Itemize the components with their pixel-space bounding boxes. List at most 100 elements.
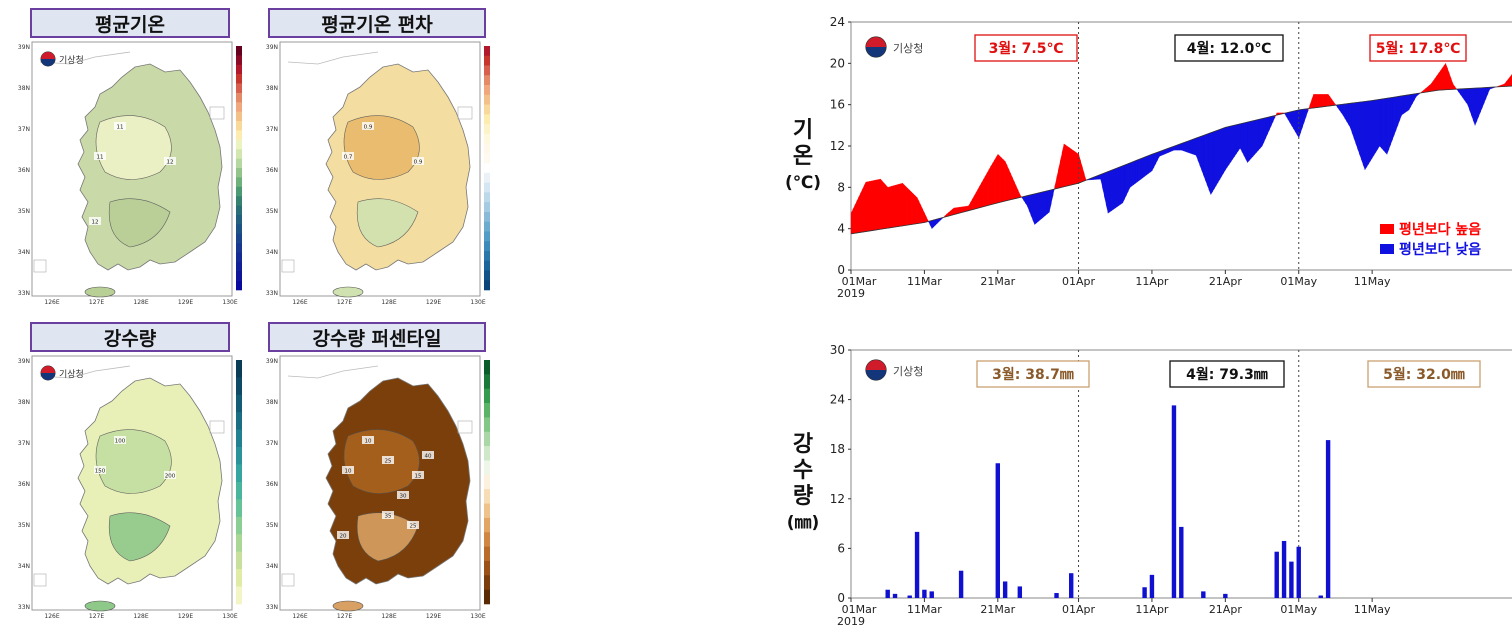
lon-tick-label: 127E	[89, 299, 104, 306]
kma-logo-text: 기상청	[59, 369, 84, 380]
x-tick-label: 11Apr	[1135, 603, 1169, 616]
contour-region	[96, 430, 171, 494]
contour-label: 25	[385, 459, 392, 465]
colorbar-cell	[236, 102, 242, 112]
colorbar-cell	[236, 93, 242, 103]
lon-tick-label: 130E	[470, 299, 485, 306]
precip-bar	[1201, 591, 1205, 598]
colorbar-cell	[484, 134, 490, 144]
colorbar-cell	[484, 85, 490, 95]
x-tick-label: 11Mar	[907, 603, 942, 616]
colorbar-cell	[484, 532, 490, 547]
lat-tick-label: 37N	[266, 126, 278, 133]
map-title: 평균기온 편차	[268, 8, 486, 38]
colorbar-cell	[236, 482, 242, 500]
lon-tick-label: 128E	[133, 299, 148, 306]
colorbar-cell	[484, 575, 490, 590]
colorbar-cell	[484, 475, 490, 490]
colorbar-cell	[236, 447, 242, 465]
x-tick-label: 01Apr	[1062, 603, 1096, 616]
colorbar-cell	[484, 251, 490, 261]
lat-tick-label: 37N	[18, 440, 30, 447]
colorbar-cell	[236, 46, 242, 56]
lat-tick-label: 38N	[18, 399, 30, 406]
contour-region	[96, 116, 171, 180]
colorbar-cell	[236, 224, 242, 234]
contour-label: 12	[92, 220, 99, 226]
kma-logo-text: 기상청	[59, 55, 84, 66]
x-tick-label: 11May	[1354, 603, 1391, 616]
y-tick-label: 12	[830, 139, 845, 153]
precip-bar	[1003, 581, 1007, 598]
colorbar-cell	[236, 215, 242, 225]
y-tick-label: 12	[830, 492, 845, 506]
lat-tick-label: 38N	[266, 399, 278, 406]
colorbar-cell	[484, 518, 490, 533]
lon-tick-label: 126E	[44, 613, 59, 620]
colorbar-cell	[236, 206, 242, 216]
contour-region	[344, 116, 419, 180]
colorbar-cell	[484, 56, 490, 66]
precip-ylabel-line-1: 강	[783, 432, 823, 458]
lon-tick-label: 128E	[381, 299, 396, 306]
y-tick-label: 4	[837, 222, 845, 236]
y-tick-label: 24	[830, 15, 845, 29]
contour-label: 25	[410, 524, 417, 530]
precip-bar	[1282, 541, 1286, 598]
colorbar-cell	[236, 149, 242, 159]
colorbar-cell	[236, 271, 242, 281]
jeju-island	[85, 601, 115, 611]
colorbar-cell	[236, 159, 242, 169]
lon-tick-label: 129E	[178, 613, 193, 620]
contour-label: 40	[425, 454, 432, 460]
lat-tick-label: 35N	[266, 522, 278, 529]
lon-tick-label: 129E	[426, 613, 441, 620]
colorbar-cell	[484, 163, 490, 173]
precip-bar	[996, 463, 1000, 598]
precip-bar	[922, 590, 926, 598]
colorbar-cell	[236, 196, 242, 206]
kma-logo-text: 기상청	[893, 42, 923, 55]
colorbar-cell	[484, 231, 490, 241]
month-summary-label: 5월: 17.8℃	[1376, 40, 1461, 57]
colorbar-cell	[484, 403, 490, 418]
colorbar-cell	[484, 561, 490, 576]
lat-tick-label: 39N	[266, 44, 278, 51]
contour-label: 0.9	[414, 160, 423, 166]
lat-tick-label: 34N	[18, 563, 30, 570]
colorbar-cell	[484, 270, 490, 280]
lon-tick-label: 130E	[470, 613, 485, 620]
colorbar-cell	[236, 65, 242, 75]
lon-tick-label: 129E	[178, 299, 193, 306]
precip-bar	[1018, 586, 1022, 598]
colorbar-cell	[484, 241, 490, 251]
precip-ylabel-line-2: 수	[783, 458, 823, 484]
colorbar-cell	[236, 187, 242, 197]
precip-ylabel-unit: (㎜)	[783, 510, 823, 536]
y-tick-label: 16	[830, 98, 845, 112]
lat-tick-label: 33N	[266, 290, 278, 297]
lat-tick-label: 33N	[18, 290, 30, 297]
precip-ylabel-line-3: 량	[783, 484, 823, 510]
colorbar-cell	[236, 430, 242, 448]
x-tick-label: 01May	[1280, 275, 1317, 288]
month-summary-label: 4월: 12.0℃	[1187, 40, 1272, 57]
colorbar-cell	[236, 499, 242, 517]
year-label: 2019	[837, 287, 865, 300]
y-tick-label: 18	[830, 442, 845, 456]
colorbar-cell	[236, 534, 242, 552]
lat-tick-label: 35N	[18, 208, 30, 215]
lat-tick-label: 39N	[266, 358, 278, 365]
colorbar-cell	[484, 153, 490, 163]
precip-bar	[1150, 575, 1154, 598]
colorbar-cell	[236, 517, 242, 535]
contour-label: 10	[345, 469, 352, 475]
lat-tick-label: 39N	[18, 44, 30, 51]
colorbar-cell	[236, 168, 242, 178]
temp-ylabel: 기 온 (℃)	[783, 118, 823, 196]
